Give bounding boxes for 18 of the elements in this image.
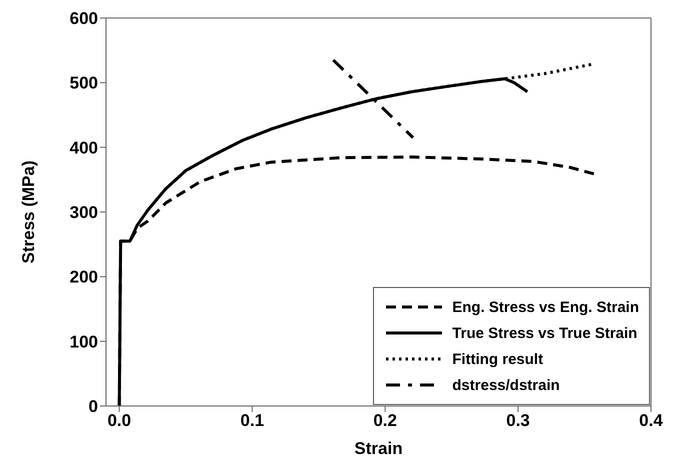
legend-label: True Stress vs True Strain (452, 324, 638, 342)
x-tick-label: 0.0 (107, 411, 132, 430)
legend-label: dstress/dstrain (452, 376, 560, 394)
legend-label: Eng. Stress vs Eng. Strain (452, 298, 639, 316)
x-axis-title: Strain (354, 439, 403, 458)
legend-label: Fitting result (452, 350, 544, 368)
x-tick-label: 0.2 (373, 411, 397, 430)
y-tick-label: 500 (70, 74, 98, 93)
y-axis-title: Stress (MPa) (19, 160, 38, 264)
y-tick-label: 600 (70, 9, 98, 28)
x-tick-label: 0.4 (639, 411, 664, 430)
y-tick-label: 200 (70, 268, 98, 287)
x-tick-label: 0.1 (240, 411, 264, 430)
y-tick-label: 0 (88, 397, 98, 416)
y-tick-label: 100 (70, 332, 98, 352)
y-tick-label: 300 (70, 203, 98, 222)
y-tick-label: 400 (70, 138, 98, 158)
x-tick-label: 0.3 (506, 411, 530, 430)
